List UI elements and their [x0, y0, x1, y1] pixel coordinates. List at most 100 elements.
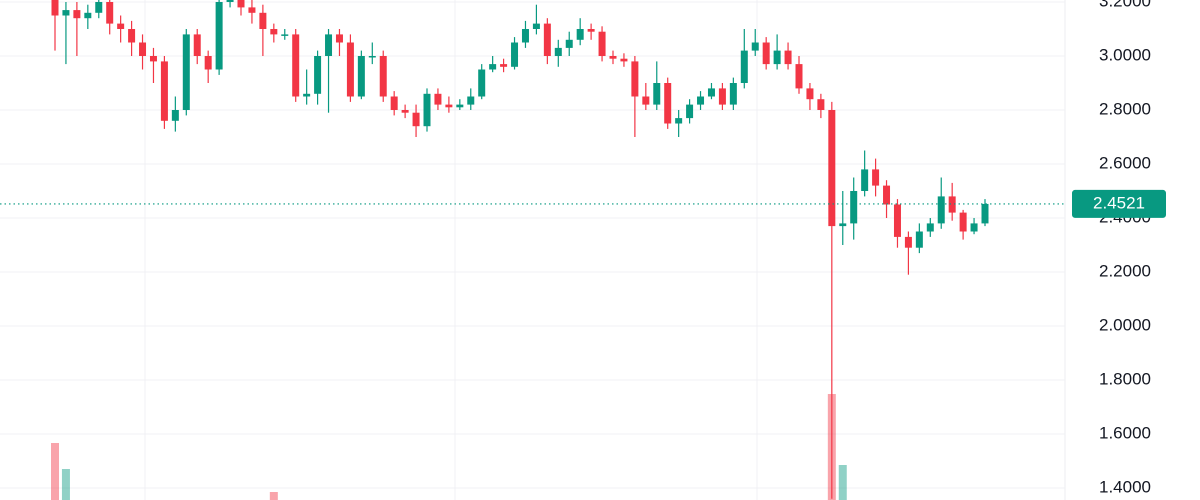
candle-body — [686, 104, 694, 119]
candle-body — [620, 58, 628, 62]
candle-body — [915, 231, 923, 248]
volume-bar — [61, 469, 70, 500]
candle-body — [434, 93, 442, 105]
candle-body — [445, 104, 453, 108]
candle-body — [171, 110, 179, 121]
candle-body — [598, 31, 606, 56]
candle-body — [773, 50, 781, 65]
y-tick-label: 2.8000 — [1099, 99, 1151, 118]
candle-body — [303, 93, 311, 97]
candle-body — [959, 212, 967, 232]
candle-body — [697, 96, 705, 105]
candle-body — [839, 223, 847, 227]
candle-body — [926, 223, 934, 232]
candle-body — [193, 34, 201, 56]
candle-body — [937, 196, 945, 224]
candle-body — [784, 50, 792, 65]
candle-body — [390, 96, 398, 111]
candle-body — [106, 1, 114, 24]
candle-body — [423, 93, 431, 127]
candle-body — [872, 169, 880, 186]
candle-body — [160, 61, 168, 121]
candle-body — [554, 47, 562, 56]
candle-body — [456, 104, 464, 108]
candle-body — [95, 1, 103, 13]
candle-body — [248, 7, 256, 13]
candle-body — [346, 42, 354, 97]
candle-body — [948, 196, 956, 213]
y-tick-label: 1.6000 — [1099, 423, 1151, 442]
volume-bar — [51, 443, 59, 500]
candle-body — [729, 83, 737, 105]
candle-body — [139, 42, 147, 56]
volume-bar — [269, 492, 278, 500]
candle-body — [128, 28, 136, 43]
candle-body — [215, 1, 223, 70]
candle-body — [631, 61, 639, 97]
candle-body — [401, 110, 409, 113]
candle-body — [259, 12, 267, 29]
y-tick-label: 3.0000 — [1099, 45, 1151, 64]
candle-body — [412, 112, 420, 127]
candle-body — [981, 203, 989, 224]
candle-body — [314, 55, 322, 94]
candle-body — [478, 69, 486, 97]
volume-bar — [838, 465, 847, 500]
last-price-label: 2.4521 — [1093, 193, 1145, 212]
candle-body — [904, 236, 912, 248]
candle-body — [751, 42, 759, 51]
candle-body — [379, 55, 387, 97]
y-tick-label: 3.2000 — [1099, 0, 1151, 10]
candle-body — [609, 55, 617, 59]
candle-body — [511, 42, 519, 67]
candle-body — [467, 96, 475, 105]
candle-body — [653, 83, 661, 105]
candle-body — [664, 83, 672, 124]
candle-body — [204, 55, 212, 70]
candle-body — [850, 191, 858, 224]
candle-body — [62, 10, 70, 16]
candle-body — [861, 169, 869, 192]
candle-body — [84, 12, 92, 19]
candle-body — [795, 64, 803, 89]
candle-body — [565, 39, 573, 48]
candle-body — [182, 34, 190, 111]
candle-body — [335, 34, 343, 43]
y-tick-label: 2.6000 — [1099, 153, 1151, 172]
last-price-box — [1072, 189, 1166, 218]
candle-body — [226, 0, 234, 2]
candle-body — [149, 55, 157, 62]
candle-body — [51, 0, 59, 16]
candle-body — [532, 23, 540, 29]
candle-body — [806, 88, 814, 100]
candle-body — [675, 118, 683, 124]
candle-body — [543, 23, 551, 56]
candle-body — [237, 0, 245, 8]
y-tick-label: 2.0000 — [1099, 315, 1151, 334]
candle-body — [817, 99, 825, 111]
candle-body — [718, 88, 726, 105]
candle-body — [270, 28, 278, 35]
candle-body — [281, 34, 289, 36]
candle-body — [883, 185, 891, 205]
candle-body — [642, 96, 650, 105]
candle-body — [73, 10, 81, 19]
candle-body — [292, 34, 300, 97]
candle-body — [970, 223, 978, 232]
y-tick-label: 1.8000 — [1099, 369, 1151, 388]
candle-body — [357, 55, 365, 97]
candle-body — [521, 28, 529, 43]
y-tick-label: 1.4000 — [1099, 477, 1151, 496]
candle-body — [576, 28, 584, 40]
y-tick-label: 2.2000 — [1099, 261, 1151, 280]
candle-body — [762, 42, 770, 65]
candle-body — [893, 204, 901, 237]
candle-body — [489, 64, 497, 70]
candle-body — [707, 88, 715, 97]
candle-body — [117, 23, 125, 29]
candle-body — [828, 110, 836, 227]
candle-body — [587, 28, 595, 32]
candle-body — [740, 50, 748, 84]
candle-body — [368, 55, 376, 58]
